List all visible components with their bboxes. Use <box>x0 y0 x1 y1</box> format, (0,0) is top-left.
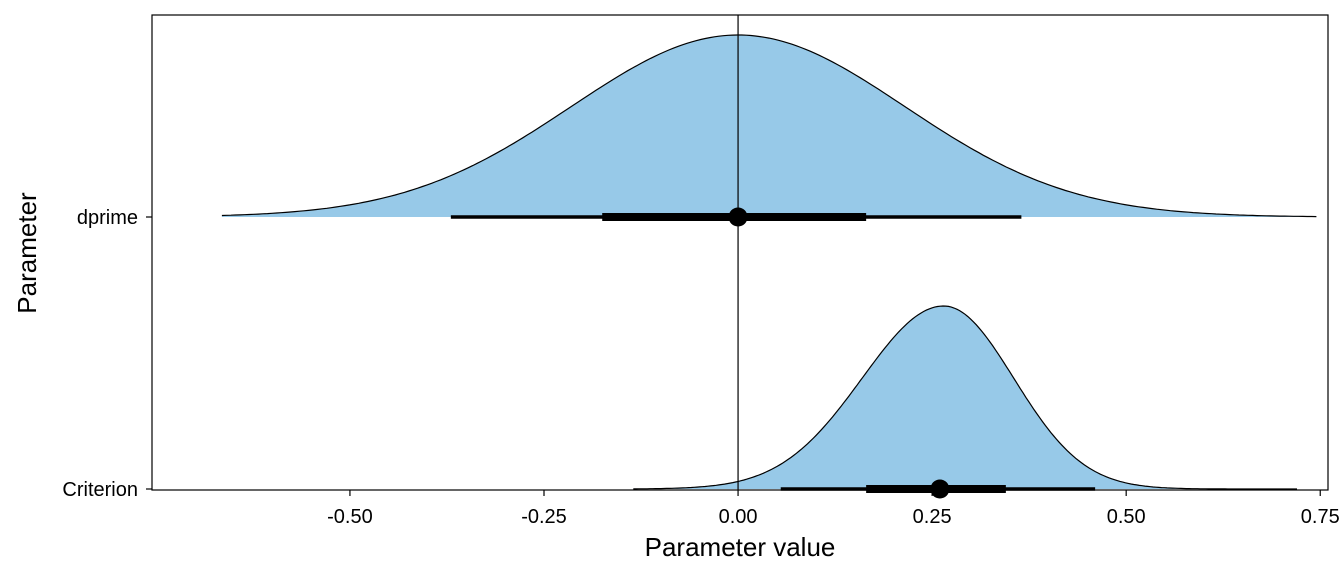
density-fill-dprime <box>221 35 1317 217</box>
y-tick-label: Criterion <box>62 479 138 501</box>
y-axis-title: Parameter <box>12 192 42 314</box>
density-fill-criterion <box>633 306 1297 489</box>
density-outline-criterion <box>633 305 1297 490</box>
chart-axes: -0.50 -0.25 0.00 0.25 0.50 0.75 dprime Criterio… <box>62 207 1339 528</box>
chart-marks <box>221 15 1317 499</box>
x-axis-title: Parameter value <box>645 532 836 562</box>
x-tick-label: 0.25 <box>913 506 952 528</box>
x-tick-label: 0.75 <box>1301 506 1340 528</box>
y-tick-label: dprime <box>77 207 138 229</box>
x-tick-label: -0.50 <box>327 506 373 528</box>
point-estimate-dprime <box>728 207 748 227</box>
x-tick-label: 0.00 <box>719 506 758 528</box>
x-tick-label: -0.25 <box>521 506 567 528</box>
density-outline-dprime <box>221 34 1317 218</box>
point-estimate-criterion <box>930 479 950 499</box>
x-tick-label: 0.50 <box>1107 506 1146 528</box>
